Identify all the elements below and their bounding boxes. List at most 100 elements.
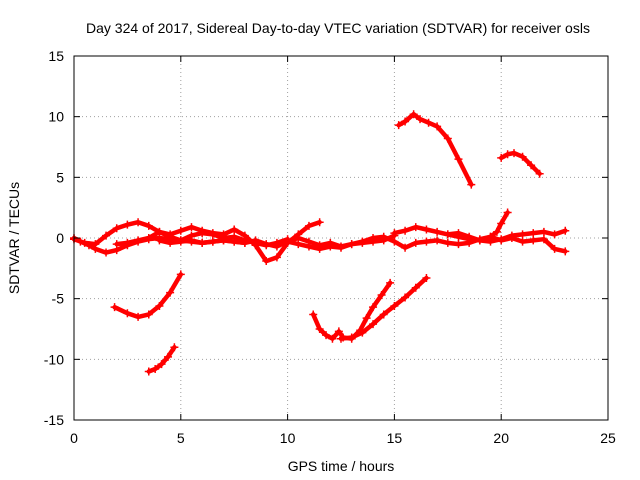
x-tick-label: 15 [387,430,403,446]
data-point [134,236,143,245]
data-point [465,235,474,244]
data-point [401,293,410,302]
ticks: 0 5 10 15 20 25 -15 -10 -5 0 5 10 15 [44,48,616,446]
data-point [315,325,324,333]
data-point [433,122,442,131]
y-tick-label: -15 [44,412,64,428]
data-point [102,248,111,257]
data-point [411,283,420,292]
data-point [467,180,476,189]
data-point [358,237,367,246]
data-point [475,236,484,245]
series-markers-sat-i [144,343,179,376]
data-point [379,232,388,241]
series-markers-sat-l [394,110,476,189]
data-point [539,235,548,244]
data-point [155,227,164,236]
data-point [272,253,281,262]
chart-title: Day 324 of 2017, Sidereal Day-to-day VTE… [86,20,590,36]
data-point [518,230,527,239]
data-point [151,365,160,374]
data-point [144,367,153,376]
data-point [157,360,166,369]
data-point [510,149,519,158]
data-point [294,240,303,249]
data-point [529,229,538,238]
data-point [123,238,132,247]
data-point [527,161,536,170]
data-point [401,243,410,252]
data-point [208,229,217,238]
data-point [166,230,175,239]
data-point [337,243,345,252]
data-point [155,236,164,245]
data-point [144,310,153,319]
data-point [416,115,425,124]
data-point [187,236,196,245]
data-point [454,155,463,164]
data-point [347,333,356,342]
data-point [166,288,175,297]
data-point [422,225,431,234]
data-point [503,150,512,159]
x-axis-label: GPS time / hours [288,458,395,474]
data-point [230,237,239,246]
data-point [492,227,501,236]
data-point [497,235,506,244]
data-point [518,152,527,161]
series-layer [70,110,570,376]
data-point [187,223,196,232]
data-point [550,230,559,239]
data-point [561,247,570,256]
x-tick-label: 5 [177,430,185,446]
data-point [561,226,570,235]
data-point [163,352,172,361]
data-point [123,309,132,318]
data-point [535,169,544,178]
data-point [91,240,100,249]
data-point [433,236,442,245]
data-point [539,227,548,236]
data-point [424,118,433,127]
data-point [369,234,378,242]
data-point [155,301,164,310]
data-point [401,226,410,235]
data-point [369,303,378,312]
data-point [315,218,324,227]
data-point [443,230,452,239]
y-tick-label: 10 [48,109,64,125]
data-point [322,331,331,340]
data-point [362,314,371,323]
data-point [219,236,228,245]
data-point [315,244,324,253]
data-point [326,242,335,251]
data-point [134,218,143,227]
data-point [208,237,217,246]
data-point [507,231,516,240]
data-point [80,238,89,247]
data-point [443,134,452,143]
x-tick-label: 25 [600,430,616,446]
y-tick-label: 15 [48,48,64,64]
data-point [198,238,207,247]
data-point [240,231,249,240]
data-point [134,312,143,321]
data-point [176,226,185,235]
series-markers-sat-h [110,270,185,321]
data-point [198,226,207,235]
data-point [334,327,343,336]
data-point [377,291,386,300]
data-point [304,221,313,230]
data-point [390,301,399,310]
data-point [379,310,388,319]
data-point [304,242,313,251]
data-point [369,320,378,329]
series-markers-sat-m [497,149,544,178]
series-markers-sat-g [443,208,512,245]
x-tick-label: 0 [70,430,78,446]
data-point [443,238,452,247]
data-point [411,238,420,247]
data-point [503,208,512,217]
data-point [309,310,318,319]
